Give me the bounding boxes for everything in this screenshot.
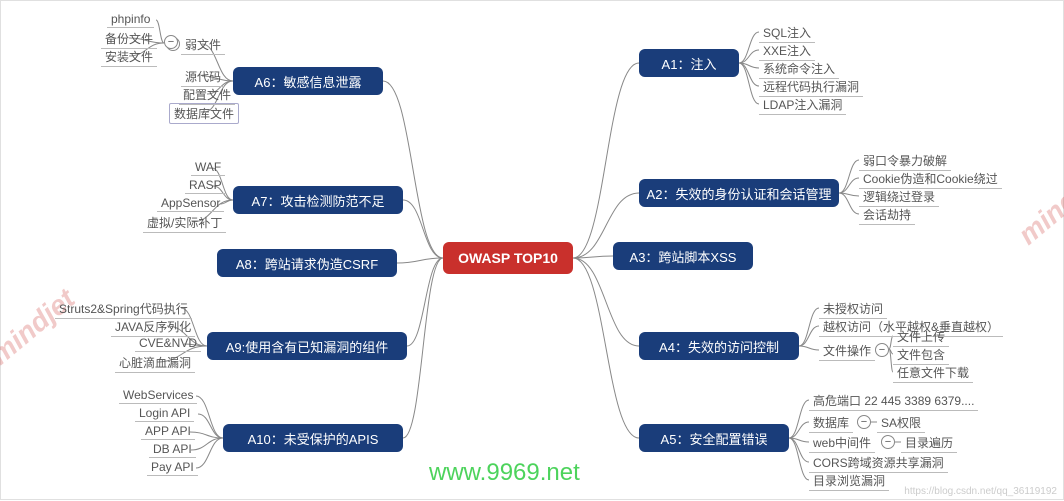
branch-A6[interactable]: A6：敏感信息泄露: [233, 67, 383, 95]
leaf: 安装文件: [101, 47, 157, 67]
leaf: 逻辑绕过登录: [859, 187, 939, 207]
leaf: CORS跨域资源共享漏洞: [809, 453, 948, 473]
watermark-side-left: mindjet: [0, 283, 81, 372]
leaf: 文件上传: [893, 327, 949, 347]
leaf: 源代码: [181, 67, 225, 87]
leaf: 心脏滴血漏洞: [115, 353, 195, 373]
branch-A3[interactable]: A3：跨站脚本XSS: [613, 242, 753, 270]
leaf: 配置文件: [179, 85, 235, 105]
leaf: Pay API: [147, 459, 198, 476]
toggle-icon[interactable]: −: [881, 435, 895, 449]
leaf: AppSensor: [157, 195, 224, 212]
branch-A8[interactable]: A8：跨站请求伪造CSRF: [217, 249, 397, 277]
leaf: 任意文件下载: [893, 363, 973, 383]
leaf: SA权限: [877, 413, 925, 433]
branch-A9[interactable]: A9:使用含有已知漏洞的组件: [207, 332, 407, 360]
leaf: CVE&NVD: [135, 335, 201, 352]
toggle-icon[interactable]: −: [875, 343, 889, 357]
center-node[interactable]: OWASP TOP10: [443, 242, 573, 274]
leaf: 数据库: [809, 413, 853, 433]
leaf: 虚拟/实际补丁: [143, 213, 226, 233]
leaf: 备份文件: [101, 29, 157, 49]
branch-A10[interactable]: A10：未受保护的APIS: [223, 424, 403, 452]
branch-A1[interactable]: A1：注入: [639, 49, 739, 77]
leaf: 高危端口 22 445 3389 6379....: [809, 391, 978, 411]
leaf: WebServices: [119, 387, 197, 404]
leaf: 数据库文件: [169, 103, 239, 124]
leaf: phpinfo: [107, 11, 154, 28]
leaf: 弱口令暴力破解: [859, 151, 951, 171]
leaf: SQL注入: [759, 23, 815, 43]
leaf: XXE注入: [759, 41, 815, 61]
leaf: 远程代码执行漏洞: [759, 77, 863, 97]
branch-A7[interactable]: A7：攻击检测防范不足: [233, 186, 403, 214]
leaf: LDAP注入漏洞: [759, 95, 846, 115]
leaf: JAVA反序列化: [111, 317, 195, 337]
leaf: Struts2&Spring代码执行: [55, 299, 192, 319]
leaf: 目录浏览漏洞: [809, 471, 889, 491]
watermark-footer: https://blog.csdn.net/qq_36119192: [904, 486, 1057, 497]
leaf: APP API: [141, 423, 195, 440]
leaf: 文件操作: [819, 341, 875, 361]
leaf: WAF: [191, 159, 225, 176]
toggle-icon[interactable]: −: [164, 35, 178, 49]
leaf: 会话劫持: [859, 205, 915, 225]
branch-A5[interactable]: A5：安全配置错误: [639, 424, 789, 452]
toggle-icon[interactable]: −: [857, 415, 871, 429]
leaf: 文件包含: [893, 345, 949, 365]
leaf: RASP: [185, 177, 226, 194]
branch-A4[interactable]: A4：失效的访问控制: [639, 332, 799, 360]
leaf: Cookie伪造和Cookie绕过: [859, 169, 1002, 189]
leaf: 系统命令注入: [759, 59, 839, 79]
branch-A2[interactable]: A2：失效的身份认证和会话管理: [639, 179, 839, 207]
watermark-green: www.9969.net: [429, 459, 580, 487]
leaf: Login API: [135, 405, 194, 422]
leaf: web中间件: [809, 433, 875, 453]
leaf: 弱文件: [181, 35, 225, 55]
leaf: 未授权访问: [819, 299, 887, 319]
leaf: 目录遍历: [901, 433, 957, 453]
leaf: DB API: [149, 441, 196, 458]
watermark-side-right: mindjet: [1012, 163, 1064, 252]
